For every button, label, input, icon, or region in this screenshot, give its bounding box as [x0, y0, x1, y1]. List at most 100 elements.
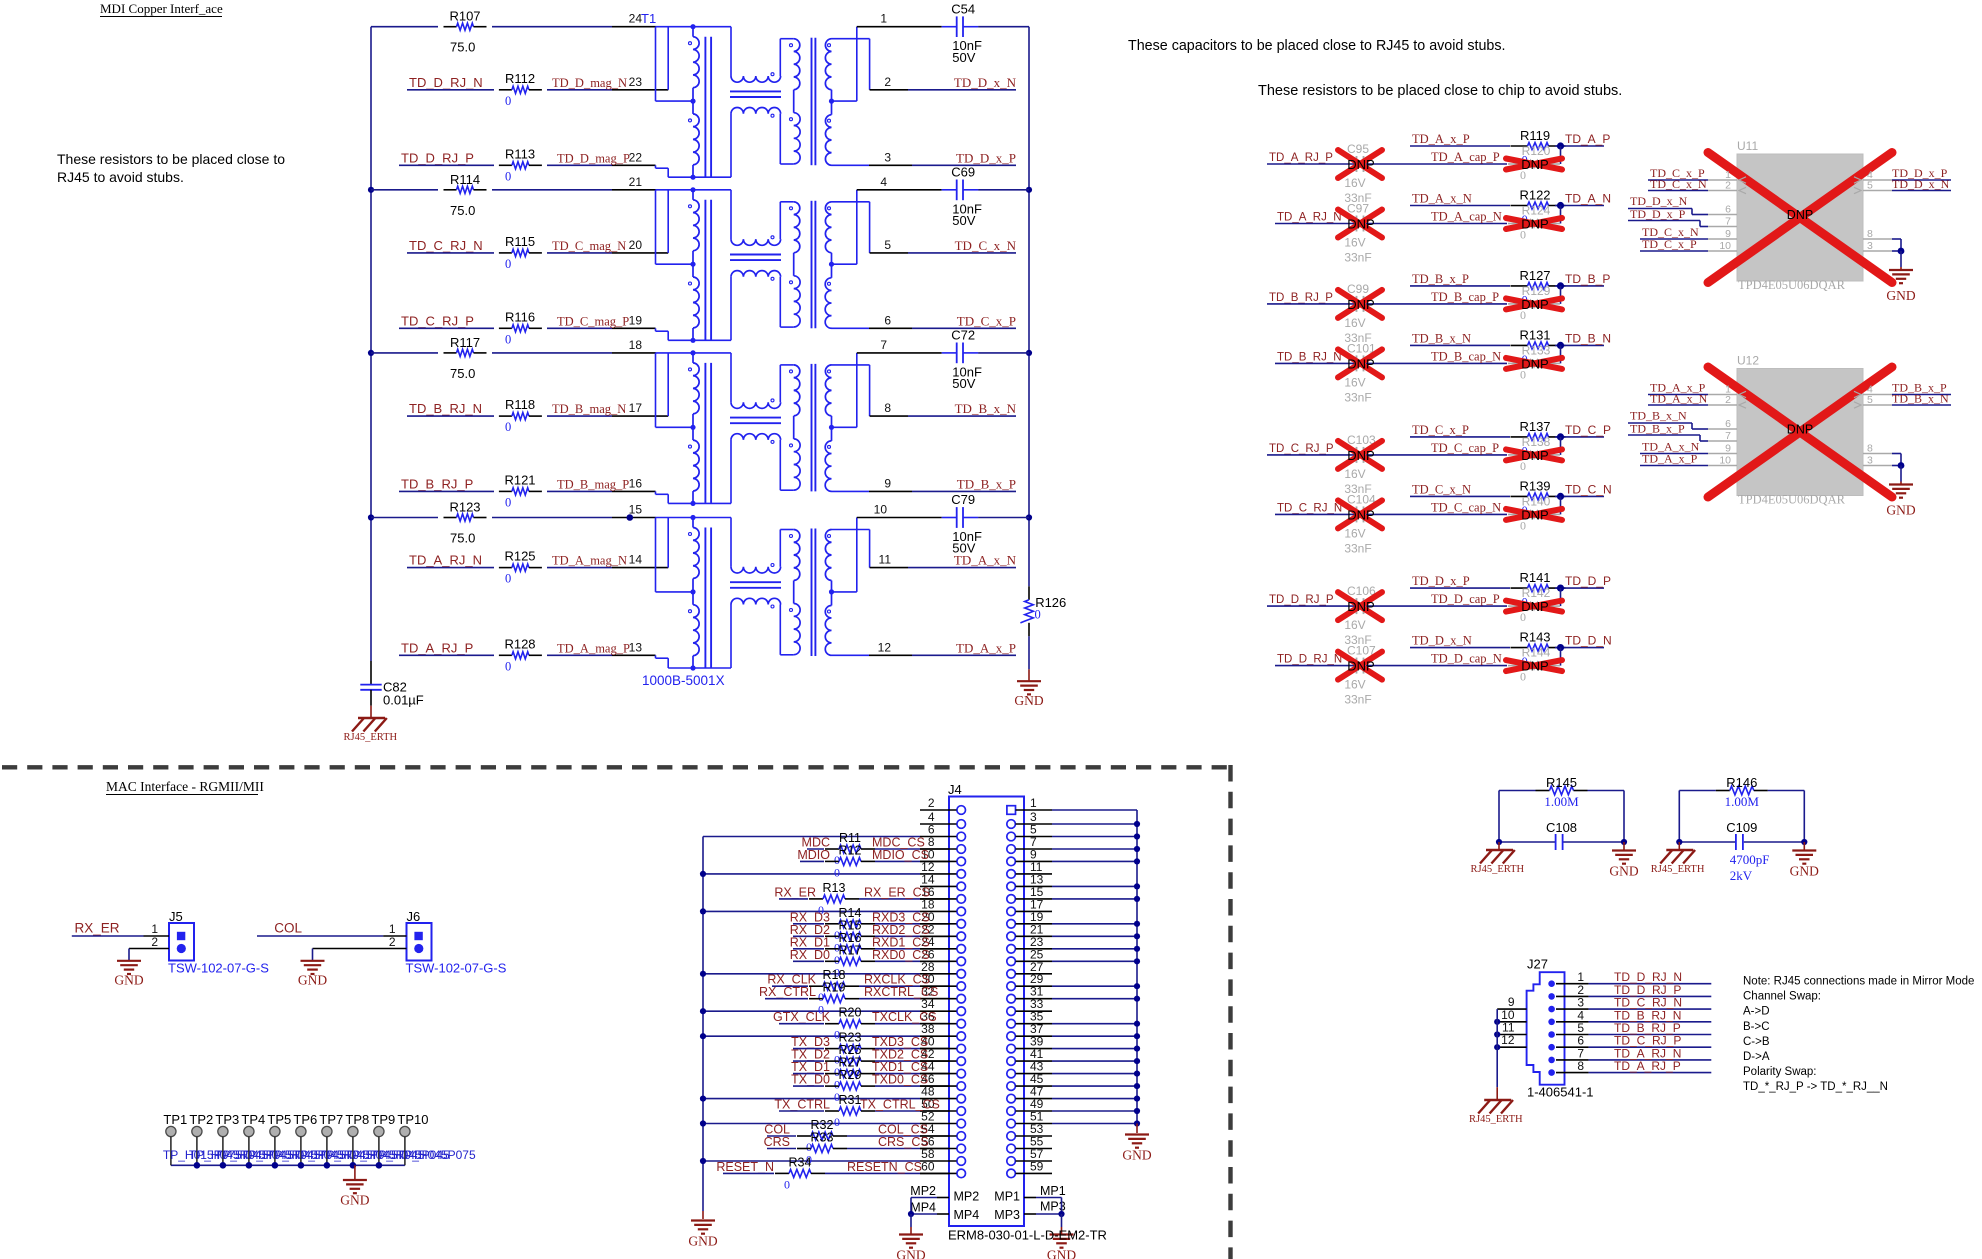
svg-text:0: 0 — [834, 1065, 840, 1079]
svg-text:TD_B_RJ_P: TD_B_RJ_P — [1269, 292, 1333, 304]
svg-text:RXD0_CS: RXD0_CS — [872, 948, 930, 962]
svg-text:TD_C_cap_N: TD_C_cap_N — [1431, 500, 1501, 514]
svg-text:22: 22 — [921, 922, 935, 936]
svg-text:10: 10 — [1719, 240, 1731, 252]
svg-text:DNP: DNP — [1521, 217, 1548, 232]
svg-text:10: 10 — [1501, 1008, 1515, 1022]
svg-text:TSW-102-07-G-S: TSW-102-07-G-S — [406, 961, 507, 976]
svg-text:7: 7 — [1577, 1046, 1584, 1060]
svg-text:TD_C_x_N: TD_C_x_N — [1650, 177, 1707, 191]
svg-text:RX_D0: RX_D0 — [790, 948, 830, 962]
svg-text:0: 0 — [505, 332, 511, 346]
svg-text:47: 47 — [1030, 1085, 1044, 1099]
svg-text:TP6: TP6 — [293, 1112, 317, 1127]
svg-text:TD_D_RJ_P: TD_D_RJ_P — [1269, 594, 1334, 606]
svg-text:0: 0 — [834, 1090, 840, 1104]
svg-text:16V: 16V — [1344, 316, 1365, 330]
svg-text:16V: 16V — [1344, 236, 1365, 250]
svg-text:R11: R11 — [839, 831, 861, 845]
svg-text:TD_D_RJ_N: TD_D_RJ_N — [1277, 654, 1342, 666]
svg-text:4700pF: 4700pF — [1730, 852, 1770, 867]
svg-text:TD_A_x_P: TD_A_x_P — [956, 640, 1016, 655]
svg-text:RESETN_CS: RESETN_CS — [847, 1160, 922, 1174]
svg-text:MDC: MDC — [802, 836, 830, 850]
svg-text:TD_C_cap_P: TD_C_cap_P — [1431, 441, 1499, 455]
svg-text:TD_B_x_N: TD_B_x_N — [1892, 392, 1949, 406]
svg-text:DNP: DNP — [1347, 157, 1374, 172]
svg-text:TD_A_RJ_N: TD_A_RJ_N — [1277, 212, 1342, 224]
svg-text:TD_D_mag_N: TD_D_mag_N — [552, 76, 627, 90]
svg-text:16: 16 — [921, 885, 935, 899]
svg-text:19: 19 — [629, 313, 643, 327]
svg-text:8: 8 — [884, 401, 891, 415]
svg-text:MP3: MP3 — [994, 1208, 1020, 1222]
svg-text:57: 57 — [1030, 1147, 1044, 1161]
svg-text:TD_B_cap_N: TD_B_cap_N — [1431, 349, 1501, 363]
svg-text:17: 17 — [629, 401, 643, 415]
svg-text:DNP: DNP — [1521, 659, 1548, 674]
svg-text:RJ45_ERTH: RJ45_ERTH — [1471, 864, 1525, 875]
svg-text:1: 1 — [1030, 796, 1037, 810]
svg-text:TD_A_RJ_P: TD_A_RJ_P — [401, 640, 473, 655]
svg-text:4: 4 — [1577, 1008, 1584, 1022]
svg-text:0: 0 — [505, 257, 511, 271]
svg-text:C82: C82 — [383, 679, 407, 694]
svg-text:8: 8 — [1577, 1059, 1584, 1073]
svg-text:These capacitors to be placed: These capacitors to be placed close to R… — [1128, 38, 1506, 54]
svg-text:35: 35 — [1030, 1010, 1044, 1024]
svg-text:MDIO: MDIO — [797, 848, 830, 862]
svg-text:56: 56 — [921, 1135, 935, 1149]
svg-text:DNP: DNP — [1347, 217, 1374, 232]
svg-text:0: 0 — [1520, 367, 1526, 381]
svg-text:6: 6 — [1725, 418, 1731, 430]
svg-text:DNP: DNP — [1347, 448, 1374, 463]
svg-text:U11: U11 — [1737, 139, 1758, 153]
svg-text:8: 8 — [1867, 443, 1873, 455]
svg-text:GND: GND — [688, 1234, 717, 1249]
svg-text:TD_A_x_P: TD_A_x_P — [1412, 132, 1470, 146]
svg-text:14: 14 — [629, 553, 643, 567]
svg-text:MP4: MP4 — [910, 1201, 936, 1215]
svg-text:Note: RJ45 connections made in: Note: RJ45 connections made in Mirror Mo… — [1743, 976, 1974, 988]
svg-text:13: 13 — [629, 640, 643, 654]
svg-text:C72: C72 — [951, 328, 975, 343]
svg-text:TD_B_RJ_P: TD_B_RJ_P — [401, 476, 473, 491]
svg-text:0: 0 — [505, 420, 511, 434]
svg-text:44: 44 — [921, 1060, 935, 1074]
svg-text:TD_D_mag_P: TD_D_mag_P — [557, 151, 630, 165]
svg-text:TD_A_x_N: TD_A_x_N — [1650, 392, 1708, 406]
svg-text:DNP: DNP — [1787, 423, 1813, 437]
svg-text:60: 60 — [921, 1159, 935, 1173]
svg-text:R113: R113 — [505, 146, 535, 161]
svg-text:TD_C_x_P: TD_C_x_P — [1650, 166, 1705, 180]
svg-text:R133: R133 — [1522, 343, 1551, 357]
svg-text:RJ45 to avoid stubs.: RJ45 to avoid stubs. — [57, 169, 184, 185]
svg-text:2: 2 — [151, 935, 158, 949]
svg-text:9: 9 — [1725, 228, 1731, 240]
svg-text:1: 1 — [151, 922, 158, 936]
svg-text:U12: U12 — [1737, 354, 1759, 368]
svg-text:5: 5 — [1030, 823, 1037, 837]
svg-text:DNP: DNP — [1347, 507, 1374, 522]
svg-text:TP2: TP2 — [189, 1112, 213, 1127]
svg-text:R144: R144 — [1522, 646, 1551, 660]
svg-text:30: 30 — [921, 972, 935, 986]
svg-text:TD_B_x_P: TD_B_x_P — [1630, 422, 1685, 436]
svg-text:59: 59 — [1030, 1159, 1044, 1173]
svg-text:7: 7 — [880, 338, 887, 352]
svg-text:TD_D_x_N: TD_D_x_N — [1630, 194, 1688, 208]
svg-text:R139: R139 — [1519, 478, 1550, 493]
svg-text:C54: C54 — [951, 1, 975, 16]
svg-text:5: 5 — [1867, 394, 1873, 406]
svg-text:49: 49 — [1030, 1097, 1044, 1111]
svg-text:10: 10 — [874, 503, 888, 517]
svg-text:0: 0 — [806, 1140, 812, 1154]
svg-text:TD_C_RJ_P: TD_C_RJ_P — [1614, 1034, 1681, 1048]
svg-text:16V: 16V — [1344, 678, 1365, 692]
svg-text:R116: R116 — [505, 309, 535, 324]
svg-text:TD_D_x_N: TD_D_x_N — [1412, 634, 1472, 648]
svg-text:TP1: TP1 — [163, 1112, 187, 1127]
svg-text:TD_A_x_P: TD_A_x_P — [1642, 452, 1698, 466]
svg-text:33nF: 33nF — [1344, 191, 1371, 205]
svg-text:11: 11 — [1030, 860, 1043, 874]
